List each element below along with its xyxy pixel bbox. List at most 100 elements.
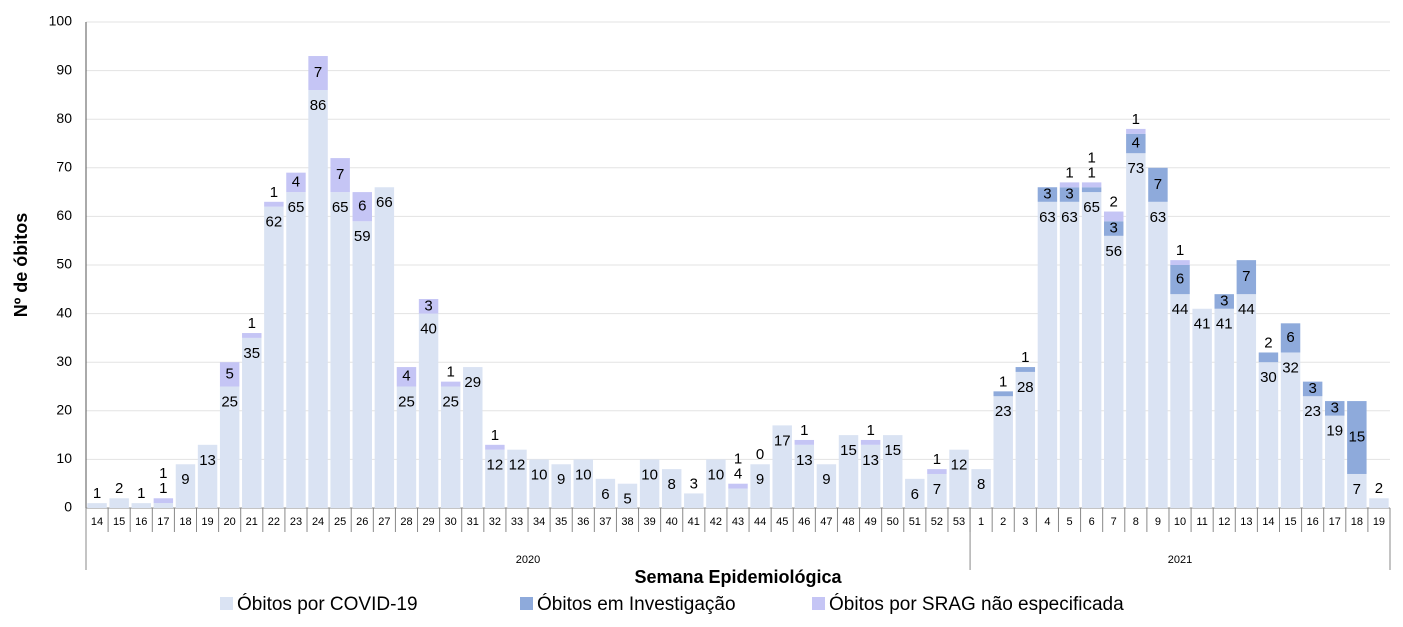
x-tick-label: 22 xyxy=(268,516,280,528)
bar-segment xyxy=(330,192,350,508)
value-label: 1 xyxy=(734,451,742,468)
value-label: 6 xyxy=(601,486,609,503)
value-label: 10 xyxy=(641,466,658,483)
bar-segment xyxy=(219,362,240,387)
value-label: 28 xyxy=(1017,379,1034,396)
value-label: 29 xyxy=(464,374,481,391)
x-tick-label: 35 xyxy=(555,516,567,528)
bar-segment xyxy=(1325,415,1345,508)
x-tick-label: 18 xyxy=(179,516,191,528)
bar-segment xyxy=(1214,308,1234,508)
bar-segment xyxy=(1347,473,1367,508)
x-tick-label: 18 xyxy=(1351,516,1363,528)
bar-segment xyxy=(1015,367,1036,372)
value-label: 13 xyxy=(862,452,879,469)
value-label: 32 xyxy=(1282,359,1299,376)
value-label: 5 xyxy=(225,365,233,382)
bar-segment xyxy=(1037,201,1058,508)
x-tick-label: 41 xyxy=(688,516,700,528)
bar-segment xyxy=(838,435,859,508)
x-tick-label: 1 xyxy=(978,516,984,528)
value-label: 41 xyxy=(1194,316,1211,333)
legend-swatch xyxy=(812,597,825,610)
value-label: 4 xyxy=(402,368,410,385)
value-label: 12 xyxy=(951,457,968,474)
value-label: 1 xyxy=(999,373,1007,390)
bar-segment xyxy=(109,498,129,508)
group-label: 2020 xyxy=(516,554,540,566)
x-tick-label: 29 xyxy=(422,516,434,528)
bar-segment xyxy=(617,483,638,508)
value-label: 62 xyxy=(266,214,283,231)
bar-segment xyxy=(264,201,284,207)
bar-segment xyxy=(1104,211,1124,222)
value-label: 10 xyxy=(575,466,592,483)
value-label: 15 xyxy=(884,442,901,459)
value-label: 7 xyxy=(1353,481,1361,498)
legend-label: Óbitos por COVID-19 xyxy=(237,593,418,615)
value-label: 10 xyxy=(531,466,548,483)
y-axis-title: Nº de óbitos xyxy=(11,213,31,318)
value-label: 0 xyxy=(756,446,764,463)
bar-segment xyxy=(1037,187,1058,202)
x-tick-label: 6 xyxy=(1089,516,1095,528)
value-label: 1 xyxy=(1087,149,1095,166)
x-tick-label: 20 xyxy=(224,516,236,528)
x-tick-label: 46 xyxy=(798,516,810,528)
bar-segment xyxy=(485,449,505,508)
value-label: 4 xyxy=(1132,134,1140,151)
bar-segment xyxy=(971,469,991,508)
bar-segment xyxy=(197,444,218,508)
value-label: 3 xyxy=(424,297,432,314)
bar-segment xyxy=(175,464,196,508)
value-label: 1 xyxy=(491,427,499,444)
bar-segment xyxy=(816,464,837,508)
bar-segment xyxy=(860,444,881,508)
bar-segment xyxy=(330,158,350,193)
value-label: 1 xyxy=(1021,349,1029,366)
value-label: 1 xyxy=(1065,164,1073,181)
value-label: 23 xyxy=(995,403,1012,420)
value-label: 13 xyxy=(796,452,813,469)
x-tick-label: 44 xyxy=(754,516,766,528)
bar-segment xyxy=(1302,381,1323,397)
legend-label: Óbitos por SRAG não especificada xyxy=(829,593,1124,615)
bar-segment xyxy=(750,464,770,508)
value-label: 4 xyxy=(734,466,742,483)
x-tick-label: 7 xyxy=(1111,516,1117,528)
bar-segment xyxy=(595,478,616,508)
value-label: 7 xyxy=(1154,176,1162,193)
value-label: 9 xyxy=(756,471,764,488)
x-axis-title: Semana Epidemiológica xyxy=(634,567,842,587)
bar-segment xyxy=(1081,192,1102,508)
value-label: 9 xyxy=(822,471,830,488)
value-label: 1 xyxy=(159,480,167,497)
value-label: 1 xyxy=(137,485,145,502)
bar-segment xyxy=(772,425,792,508)
value-label: 3 xyxy=(1110,220,1118,237)
bar-segment xyxy=(1302,396,1323,508)
value-label: 9 xyxy=(181,471,189,488)
y-tick-label: 10 xyxy=(56,450,72,466)
value-label: 15 xyxy=(1349,428,1366,445)
value-label: 44 xyxy=(1172,301,1189,318)
value-label: 3 xyxy=(1220,292,1228,309)
x-tick-label: 37 xyxy=(599,516,611,528)
value-label: 2 xyxy=(1110,194,1118,211)
value-label: 4 xyxy=(292,173,300,190)
value-label: 2 xyxy=(1375,480,1383,497)
bar-segment xyxy=(286,172,306,193)
bar-segment xyxy=(1347,401,1367,474)
y-tick-label: 60 xyxy=(56,207,72,223)
value-label: 7 xyxy=(933,481,941,498)
x-tick-label: 48 xyxy=(842,516,854,528)
bar-segment xyxy=(927,469,947,474)
bar-segment xyxy=(87,503,107,508)
x-tick-label: 16 xyxy=(1307,516,1319,528)
value-label: 7 xyxy=(1242,268,1250,285)
value-label: 6 xyxy=(358,198,366,215)
x-tick-label: 23 xyxy=(290,516,302,528)
value-label: 73 xyxy=(1127,160,1144,177)
y-tick-label: 70 xyxy=(56,159,72,175)
